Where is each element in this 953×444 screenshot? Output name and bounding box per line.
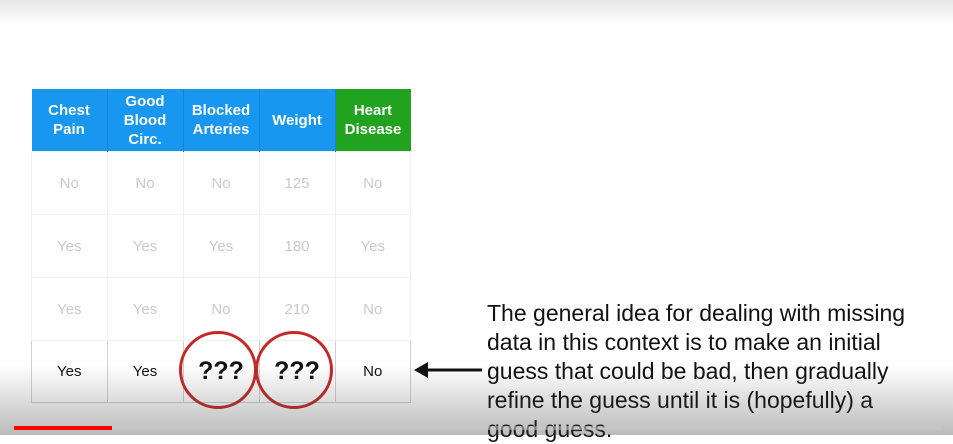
cell: No — [182, 277, 260, 341]
table-row: Yes Yes No 210 No — [31, 277, 411, 341]
header-heart-disease: Heart Disease — [335, 89, 411, 152]
video-progress-bar[interactable] — [14, 426, 943, 430]
cell: Yes — [31, 340, 108, 403]
cell: Yes — [106, 277, 184, 341]
highlight-circle — [255, 331, 333, 409]
cell: 210 — [258, 277, 336, 341]
cell: 125 — [258, 151, 336, 215]
header-row: Chest Pain Good Blood Circ. Blocked Arteries… — [31, 89, 411, 152]
cell: Yes — [106, 340, 184, 403]
cell: Yes — [31, 214, 108, 278]
header-good-blood-circ: Good Blood Circ. — [107, 89, 184, 152]
cell: Yes — [106, 214, 184, 278]
cell: No — [334, 340, 411, 403]
top-shade — [0, 0, 953, 24]
cell: No — [31, 151, 108, 215]
caption-text: The general idea for dealing with missin… — [487, 300, 906, 442]
cell: 180 — [258, 214, 336, 278]
table-row: Yes Yes Yes 180 Yes — [31, 214, 411, 278]
header-blocked-arteries: Blocked Arteries — [183, 89, 260, 152]
cell: No — [334, 277, 411, 341]
cell: No — [106, 151, 184, 215]
arrow-left-icon — [414, 362, 482, 378]
video-progress-fill — [14, 426, 112, 430]
bottom-shade — [0, 365, 953, 435]
header-chest-pain: Chest Pain — [31, 89, 108, 152]
header-weight: Weight — [259, 89, 336, 152]
cell: Yes — [334, 214, 411, 278]
cell: No — [182, 151, 260, 215]
cell: Yes — [31, 277, 108, 341]
cell: Yes — [182, 214, 260, 278]
table-row: No No No 125 No — [31, 151, 411, 215]
cell: No — [334, 151, 411, 215]
